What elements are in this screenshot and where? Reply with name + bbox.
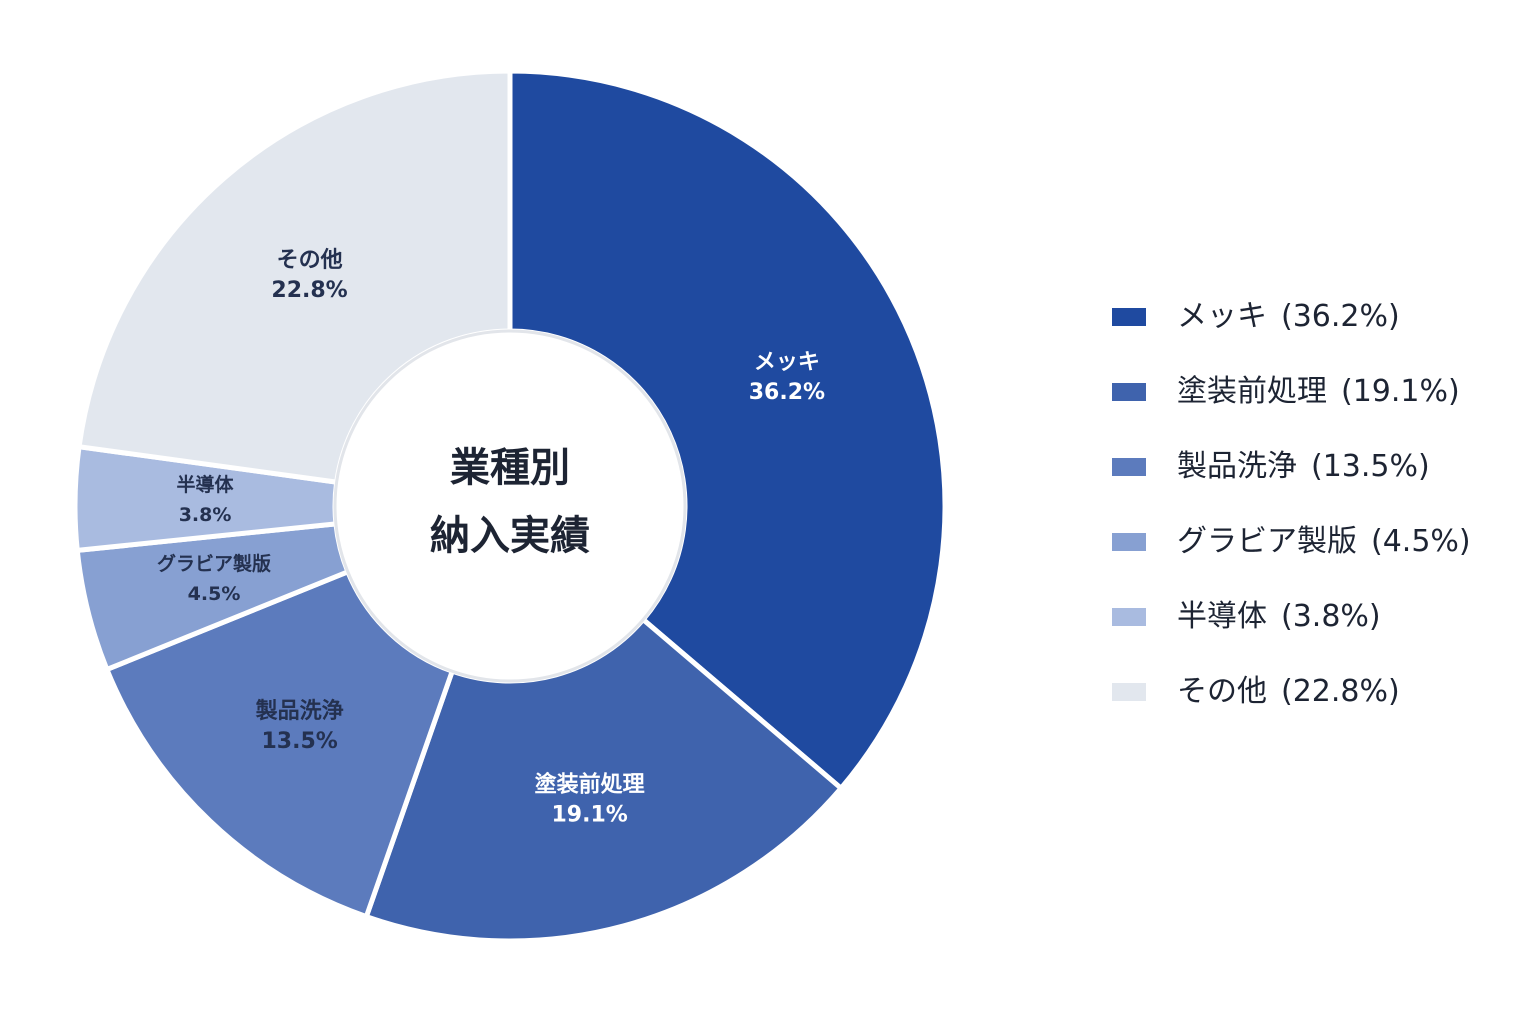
center-label: 業種別 bbox=[450, 445, 570, 491]
legend-name: その他 bbox=[1177, 674, 1267, 709]
slice-label: 塗装前処理 bbox=[535, 771, 645, 797]
slice-label: その他 bbox=[277, 248, 343, 273]
legend-label: 塗装前処理 (19.1%) bbox=[1177, 374, 1460, 409]
legend-swatch bbox=[1112, 608, 1146, 626]
legend-swatch bbox=[1112, 383, 1146, 401]
legend-value: (19.1%) bbox=[1341, 374, 1460, 409]
donut-hole bbox=[333, 329, 687, 683]
slice-value-label: 22.8% bbox=[271, 278, 347, 303]
legend-name: グラビア製版 bbox=[1177, 524, 1357, 559]
slice-value-label: 3.8% bbox=[179, 504, 232, 526]
legend-swatch bbox=[1112, 533, 1146, 551]
legend-swatch bbox=[1112, 458, 1146, 476]
legend-swatch bbox=[1112, 308, 1146, 326]
legend-value: (36.2%) bbox=[1281, 299, 1400, 334]
legend-label: 半導体 (3.8%) bbox=[1177, 599, 1381, 634]
slice-label: メッキ bbox=[754, 350, 820, 375]
slice-value-label: 36.2% bbox=[749, 380, 825, 405]
legend-name: 製品洗浄 bbox=[1177, 449, 1297, 484]
legend-value: (3.8%) bbox=[1281, 599, 1381, 634]
center-label: 納入実績 bbox=[430, 513, 590, 559]
legend-label: 製品洗浄 (13.5%) bbox=[1177, 449, 1430, 484]
legend-name: 半導体 bbox=[1177, 599, 1267, 634]
legend-value: (4.5%) bbox=[1371, 524, 1471, 559]
slice-value-label: 4.5% bbox=[188, 583, 241, 605]
legend-label: グラビア製版 (4.5%) bbox=[1177, 524, 1471, 559]
legend-value: (22.8%) bbox=[1281, 674, 1400, 709]
slice-label: 製品洗浄 bbox=[255, 698, 344, 724]
legend-value: (13.5%) bbox=[1311, 449, 1430, 484]
legend-label: その他 (22.8%) bbox=[1177, 674, 1400, 709]
legend-name: 塗装前処理 bbox=[1177, 374, 1327, 409]
slice-value-label: 19.1% bbox=[551, 802, 627, 827]
legend-label: メッキ (36.2%) bbox=[1177, 299, 1400, 334]
legend-swatch bbox=[1112, 683, 1146, 701]
slice-label: 半導体 bbox=[177, 473, 235, 496]
slice-value-label: 13.5% bbox=[261, 729, 337, 754]
slice-label: グラビア製版 bbox=[157, 552, 271, 575]
legend-name: メッキ bbox=[1177, 299, 1267, 334]
